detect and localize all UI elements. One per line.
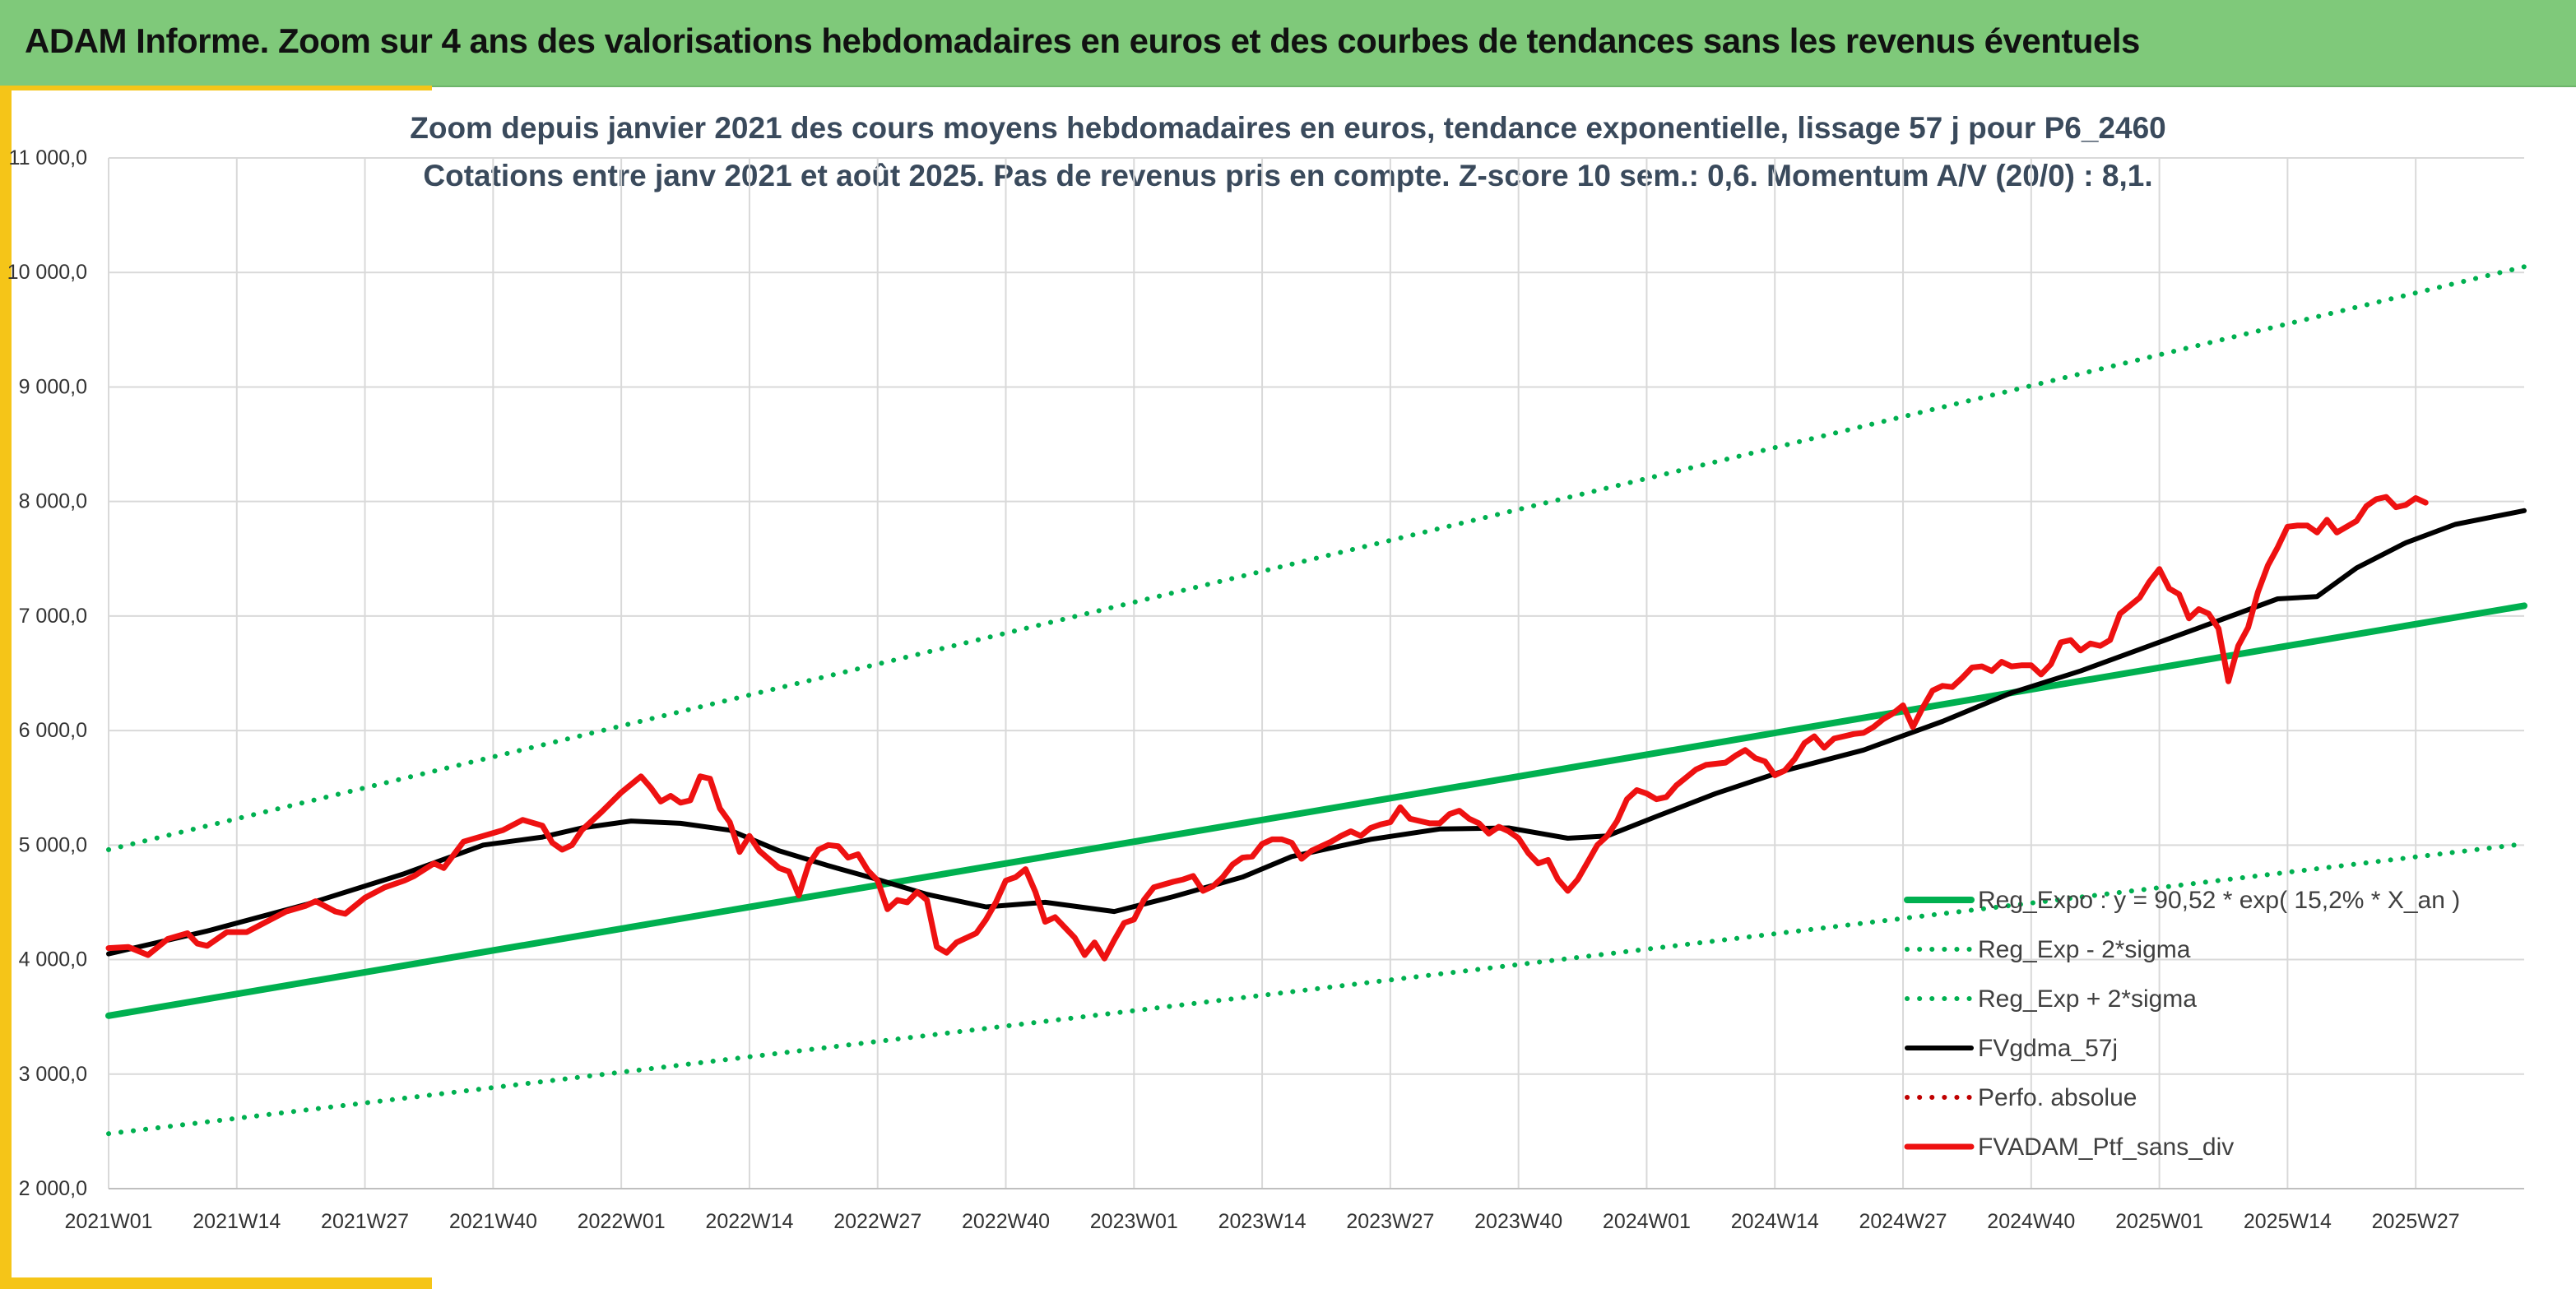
x-tick-label: 2022W01 [578,1210,666,1233]
y-tick-label: 4 000,0 [19,948,87,971]
y-tick-label: 9 000,0 [19,375,87,398]
x-tick-label: 2023W01 [1090,1210,1178,1233]
legend-label: FVgdma_57j [1978,1035,2118,1062]
frame-top-accent [0,86,432,90]
frame-bottom-accent [0,1277,432,1289]
x-tick-label: 2022W14 [705,1210,793,1233]
chart-title-line-1: Zoom depuis janvier 2021 des cours moyen… [410,111,2166,145]
x-tick-label: 2022W40 [962,1210,1050,1233]
series-line-1 [106,841,2527,1137]
series-line-5 [105,494,2429,962]
y-tick-label: 8 000,0 [19,490,87,513]
y-tick-label: 5 000,0 [19,833,87,856]
series-line-3 [106,508,2527,957]
legend-label: Reg_Expo : y = 90,52 * exp( 15,2% * X_an… [1978,887,2460,914]
legend-label: Reg_Exp - 2*sigma [1978,936,2191,963]
x-tick-label: 2021W40 [449,1210,537,1233]
y-tick-label: 6 000,0 [19,719,87,742]
chart-title-line-2: Cotations entre janv 2021 et août 2025. … [423,159,2153,192]
x-tick-label: 2024W27 [1859,1210,1947,1233]
x-tick-label: 2024W14 [1731,1210,1819,1233]
y-tick-label: 2 000,0 [19,1177,87,1200]
y-tick-label: 11 000,0 [9,146,87,169]
x-tick-label: 2021W27 [321,1210,409,1233]
report-banner: ADAM Informe. Zoom sur 4 ans des valoris… [0,0,2576,87]
report-title: ADAM Informe. Zoom sur 4 ans des valoris… [25,21,2140,60]
series-line-0 [105,602,2527,1019]
frame-left-accent [0,86,12,1289]
legend-label: FVADAM_Ptf_sans_div [1978,1134,2234,1161]
x-tick-label: 2024W01 [1603,1210,1691,1233]
y-tick-label: 7 000,0 [19,605,87,628]
legend-label: Perfo. absolue [1978,1084,2137,1111]
y-tick-label: 3 000,0 [19,1063,87,1086]
x-tick-label: 2022W27 [833,1210,921,1233]
legend-label: Reg_Exp + 2*sigma [1978,985,2197,1013]
x-tick-label: 2025W14 [2244,1210,2332,1233]
x-tick-label: 2023W27 [1346,1210,1434,1233]
x-tick-label: 2021W01 [64,1210,152,1233]
x-tick-label: 2024W40 [1987,1210,2075,1233]
x-tick-label: 2025W01 [2115,1210,2203,1233]
x-tick-label: 2023W14 [1218,1210,1307,1233]
series-line-2 [106,264,2527,852]
x-tick-label: 2025W27 [2372,1210,2460,1233]
x-tick-label: 2023W40 [1474,1210,1562,1233]
x-tick-label: 2021W14 [193,1210,281,1233]
y-tick-label: 10 000,0 [7,261,87,284]
